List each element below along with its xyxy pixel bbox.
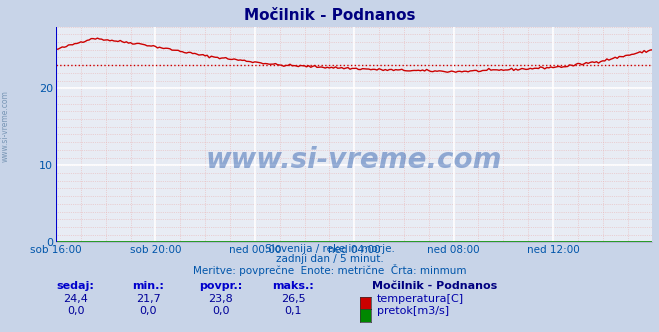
Text: www.si-vreme.com: www.si-vreme.com	[206, 146, 502, 174]
Text: Slovenija / reke in morje.: Slovenija / reke in morje.	[264, 244, 395, 254]
Text: Močilnik - Podnanos: Močilnik - Podnanos	[372, 281, 498, 290]
Text: 0,0: 0,0	[67, 306, 84, 316]
Text: Meritve: povprečne  Enote: metrične  Črta: minmum: Meritve: povprečne Enote: metrične Črta:…	[192, 264, 467, 276]
Text: 0,0: 0,0	[212, 306, 229, 316]
Text: temperatura[C]: temperatura[C]	[377, 294, 464, 304]
Text: 26,5: 26,5	[281, 294, 306, 304]
Text: min.:: min.:	[132, 281, 164, 290]
Text: pretok[m3/s]: pretok[m3/s]	[377, 306, 449, 316]
Text: 0,1: 0,1	[285, 306, 302, 316]
Text: zadnji dan / 5 minut.: zadnji dan / 5 minut.	[275, 254, 384, 264]
Text: Močilnik - Podnanos: Močilnik - Podnanos	[244, 8, 415, 23]
Text: maks.:: maks.:	[272, 281, 314, 290]
Text: povpr.:: povpr.:	[199, 281, 243, 290]
Text: www.si-vreme.com: www.si-vreme.com	[1, 90, 10, 162]
Text: 23,8: 23,8	[208, 294, 233, 304]
Text: 0,0: 0,0	[140, 306, 157, 316]
Text: sedaj:: sedaj:	[57, 281, 95, 290]
Text: 24,4: 24,4	[63, 294, 88, 304]
Text: 21,7: 21,7	[136, 294, 161, 304]
